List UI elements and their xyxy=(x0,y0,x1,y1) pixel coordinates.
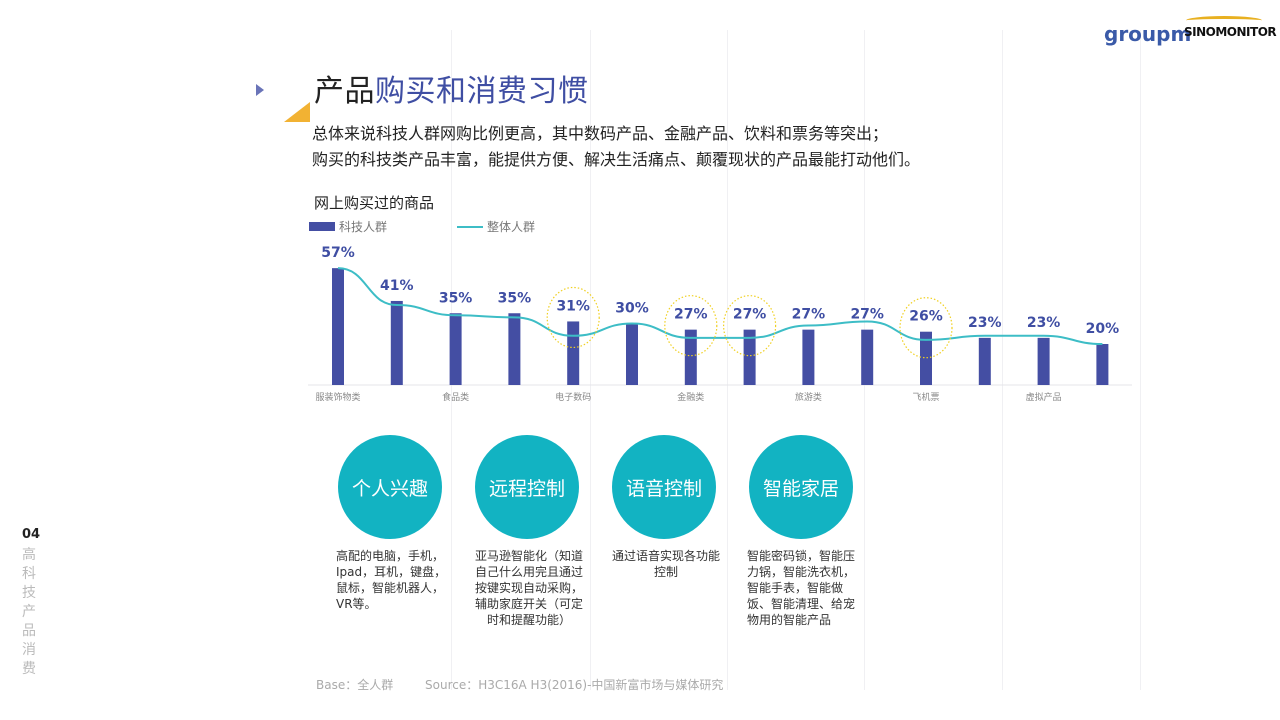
bar xyxy=(508,313,521,385)
feature-circle: 远程控制 xyxy=(475,435,579,539)
subtitle-line: 购买的科技类产品丰富，能提供方便、解决生活痛点、颠覆现状的产品最能打动他们。 xyxy=(312,150,921,169)
bar xyxy=(743,329,756,385)
bar xyxy=(978,337,991,385)
bar xyxy=(390,300,403,385)
highlight-circle xyxy=(899,297,953,359)
triangle-decor xyxy=(256,84,264,96)
data-label: 31% xyxy=(556,298,590,314)
feature-description: 智能密码锁，智能压力锅，智能洗衣机，智能手表，智能做饭、智能清理、给宠物用的智能… xyxy=(747,549,856,627)
page-number: 04 xyxy=(22,527,41,542)
feature-description: 高配的电脑，手机，Ipad，耳机，键盘，鼠标，智能机器人，VR等。 xyxy=(336,549,447,611)
highlight-circle xyxy=(546,286,600,349)
groupm-logo: groupm xyxy=(1104,22,1192,46)
legend-bar-swatch xyxy=(309,222,335,231)
data-label: 27% xyxy=(850,307,884,323)
legend-line-swatch xyxy=(457,225,483,228)
subtitle-line: 总体来说科技人群网购比例更高，其中数码产品、金融产品、饮料和票务等突出； xyxy=(312,124,889,143)
category-label: 虚拟产品 xyxy=(1026,391,1062,403)
bar-chart: 57% 服装饰物类 41% 35% 食品类 35% 31% 电子数码 30% 27% 金融类 27% 2… xyxy=(308,245,1132,403)
data-label: 57% xyxy=(321,245,355,261)
category-label: 服装饰物类 xyxy=(315,391,360,403)
bar xyxy=(861,329,874,385)
divider xyxy=(1002,30,1003,690)
data-label: 23% xyxy=(1027,315,1061,331)
bar xyxy=(567,321,580,385)
legend-tech: 科技人群 xyxy=(309,218,387,235)
divider xyxy=(727,30,728,690)
sinomonitor-logo: SINOMONITOR xyxy=(1184,25,1277,39)
divider xyxy=(1140,30,1141,690)
data-label: 26% xyxy=(909,309,943,325)
bar xyxy=(1096,344,1109,385)
title-part1: 产品 xyxy=(314,74,375,109)
divider xyxy=(590,30,591,690)
data-label: 27% xyxy=(733,307,767,323)
data-label: 20% xyxy=(1086,321,1120,337)
feature-description: 通过语音实现各功能控制 xyxy=(611,549,720,579)
section-label: 高科技产品消费 xyxy=(22,547,36,677)
legend-overall: 整体人群 xyxy=(457,218,535,235)
footer-source: Source：H3C16A H3(2016)-中国新富市场与媒体研究 xyxy=(425,678,724,692)
bar xyxy=(802,329,815,385)
data-label: 41% xyxy=(380,278,414,294)
legend-label: 科技人群 xyxy=(339,220,388,234)
feature-description: 亚马逊智能化（知道自己什么用完且通过按键实现自动采购，辅助家庭开关（可定时和提醒… xyxy=(474,549,583,627)
sinomonitor-arc xyxy=(1186,16,1262,25)
bar xyxy=(1037,337,1050,385)
title-part2: 购买和消费习惯 xyxy=(375,74,589,109)
data-label: 35% xyxy=(439,290,473,306)
category-label: 飞机票 xyxy=(912,391,939,403)
category-label: 电子数码 xyxy=(555,391,591,403)
category-label: 金融类 xyxy=(677,391,704,403)
bar xyxy=(684,329,697,385)
data-label: 35% xyxy=(498,290,532,306)
bar xyxy=(920,331,932,385)
category-label: 旅游类 xyxy=(795,391,822,403)
feature-circle: 智能家居 xyxy=(749,435,853,539)
category-label: 食品类 xyxy=(442,391,469,403)
data-label: 30% xyxy=(615,301,649,317)
chart-title: 网上购买过的商品 xyxy=(314,194,435,212)
overall-line xyxy=(337,267,1103,345)
page-title: 产品购买和消费习惯 xyxy=(314,66,589,110)
triangle-decor xyxy=(284,102,310,122)
feature-circle: 个人兴趣 xyxy=(338,435,442,539)
feature-circle: 语音控制 xyxy=(612,435,716,539)
highlight-circle xyxy=(722,295,777,357)
footer-base: Base：全人群 xyxy=(316,678,394,692)
bar xyxy=(449,313,462,385)
data-label: 27% xyxy=(674,307,708,323)
bar xyxy=(626,323,638,385)
data-label: 23% xyxy=(968,315,1002,331)
bar xyxy=(332,268,344,385)
highlight-circle xyxy=(664,295,718,357)
legend-label: 整体人群 xyxy=(487,220,536,234)
data-label: 27% xyxy=(792,307,826,323)
